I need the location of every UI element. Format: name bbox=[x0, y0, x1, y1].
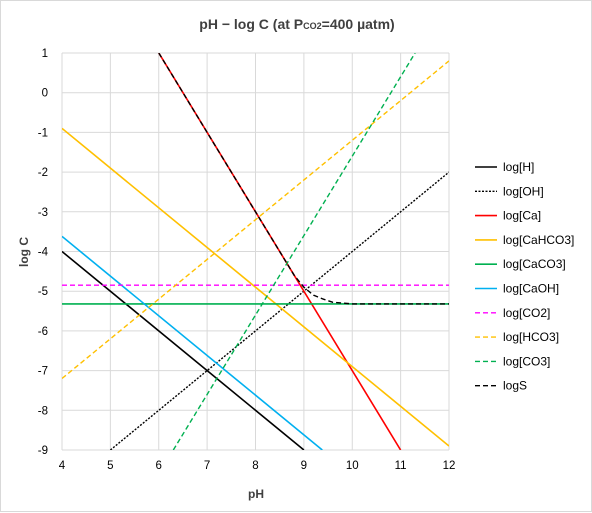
series-line bbox=[62, 60, 449, 380]
legend-label: log[OH] bbox=[503, 184, 544, 198]
y-axis-title: log C bbox=[17, 237, 31, 267]
x-tick-label: 5 bbox=[107, 460, 113, 472]
legend-label: log[H] bbox=[503, 160, 534, 174]
grid bbox=[61, 52, 450, 451]
plot-lines bbox=[62, 53, 449, 450]
x-axis-title: pH bbox=[248, 487, 264, 501]
legend-label: log[HCO3] bbox=[503, 330, 559, 344]
legend-label: log[CaCO3] bbox=[503, 257, 566, 271]
x-tick-label: 4 bbox=[59, 460, 66, 472]
legend-label: logS bbox=[503, 379, 527, 393]
series-line bbox=[109, 171, 449, 450]
y-tick-label: -1 bbox=[38, 127, 48, 139]
series-line bbox=[62, 250, 305, 450]
series-line bbox=[62, 127, 449, 447]
x-tick-label: 7 bbox=[204, 460, 210, 472]
x-tick-label: 6 bbox=[156, 460, 162, 472]
x-tick-label: 11 bbox=[395, 460, 407, 472]
legend-label: log[CaOH] bbox=[503, 282, 559, 296]
x-tick-label: 9 bbox=[301, 460, 307, 472]
legend-label: log[CO2] bbox=[503, 306, 550, 320]
y-tick-label: -9 bbox=[38, 445, 48, 457]
y-tick-label: 1 bbox=[42, 48, 48, 60]
x-tick-label: 10 bbox=[346, 460, 359, 472]
x-tick-label: 8 bbox=[252, 460, 258, 472]
legend-label: log[Ca] bbox=[503, 209, 541, 223]
y-tick-label: -5 bbox=[38, 286, 48, 298]
chart-title-tail: =400 µatm) bbox=[322, 16, 395, 32]
y-tick-label: -6 bbox=[38, 326, 48, 338]
series-line bbox=[158, 53, 449, 305]
y-tick-label: -7 bbox=[38, 366, 48, 378]
legend-label: log[CaHCO3] bbox=[503, 233, 574, 247]
chart-title: pH − log C (at PCO2=400 µatm) bbox=[199, 16, 394, 32]
chart-title-sub: CO2 bbox=[303, 21, 322, 31]
x-tick-label: 12 bbox=[443, 460, 456, 472]
series-line bbox=[62, 235, 323, 450]
series-line bbox=[172, 53, 416, 450]
legend: log[H] log[OH] log[Ca] log[CaHCO3] log[CaCO3… bbox=[475, 160, 574, 393]
y-tick-label: -2 bbox=[38, 167, 48, 179]
y-tick-label: -8 bbox=[38, 405, 48, 417]
y-tick-label: 0 bbox=[42, 88, 48, 100]
y-tick-label: -4 bbox=[38, 247, 49, 259]
y-tick-label: -3 bbox=[38, 207, 48, 219]
chart-title-main: pH − log C (at P bbox=[199, 16, 303, 32]
legend-label: log[CO3] bbox=[503, 354, 550, 368]
